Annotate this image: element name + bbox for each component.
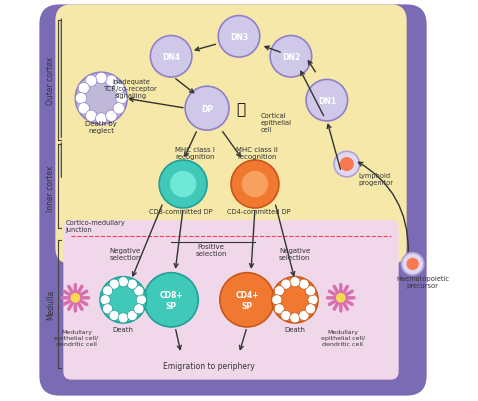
Circle shape	[340, 158, 354, 172]
Circle shape	[308, 295, 318, 305]
Text: Emigration to periphery: Emigration to periphery	[163, 361, 255, 370]
Circle shape	[335, 292, 347, 304]
Circle shape	[151, 36, 192, 78]
Circle shape	[134, 304, 144, 314]
Circle shape	[109, 279, 120, 290]
Text: Cortical
epithelial
cell: Cortical epithelial cell	[261, 113, 292, 133]
Text: Inadequate
TCR/co-receptor
signalling: Inadequate TCR/co-receptor signalling	[104, 79, 158, 99]
Circle shape	[106, 111, 117, 122]
Circle shape	[113, 103, 124, 115]
Circle shape	[185, 87, 229, 131]
Circle shape	[281, 311, 291, 321]
Text: Lymphoid
progenitor: Lymphoid progenitor	[359, 172, 394, 185]
FancyBboxPatch shape	[55, 5, 407, 264]
Circle shape	[170, 172, 196, 198]
Circle shape	[86, 111, 97, 122]
Text: DP: DP	[201, 104, 213, 113]
Circle shape	[109, 311, 120, 321]
Circle shape	[270, 36, 312, 78]
Circle shape	[78, 83, 89, 95]
Circle shape	[272, 277, 318, 323]
Circle shape	[290, 313, 300, 323]
Circle shape	[299, 311, 309, 321]
Circle shape	[305, 286, 315, 296]
Circle shape	[334, 152, 359, 177]
Circle shape	[100, 277, 146, 323]
FancyBboxPatch shape	[39, 5, 427, 396]
Circle shape	[290, 277, 300, 287]
Text: DN2: DN2	[282, 53, 300, 62]
Text: 🔥: 🔥	[237, 101, 246, 116]
Circle shape	[127, 279, 137, 290]
Circle shape	[102, 304, 113, 314]
Circle shape	[305, 304, 315, 314]
Circle shape	[96, 113, 107, 125]
Text: CD8-committed DP: CD8-committed DP	[149, 208, 213, 214]
Circle shape	[76, 73, 127, 125]
Circle shape	[242, 172, 268, 198]
Text: Death: Death	[284, 326, 305, 332]
Circle shape	[159, 161, 207, 209]
Circle shape	[406, 258, 419, 270]
FancyBboxPatch shape	[64, 221, 399, 380]
Circle shape	[76, 93, 87, 105]
Circle shape	[106, 76, 117, 87]
Circle shape	[78, 103, 89, 115]
Circle shape	[134, 286, 144, 296]
Circle shape	[281, 279, 291, 290]
Text: CD4+
SP: CD4+ SP	[235, 290, 259, 310]
Text: Medulla: Medulla	[46, 289, 55, 319]
Text: MHC class II
recognition: MHC class II recognition	[236, 146, 278, 159]
Text: DN4: DN4	[162, 53, 180, 62]
Text: CD4-committed DP: CD4-committed DP	[227, 208, 291, 214]
Text: Inner cortex: Inner cortex	[46, 166, 55, 212]
Text: Death: Death	[113, 326, 134, 332]
Circle shape	[220, 273, 274, 327]
Circle shape	[299, 279, 309, 290]
Circle shape	[86, 76, 97, 87]
Circle shape	[102, 286, 113, 296]
Text: Medullary
epithelial cell/
dendritic cell: Medullary epithelial cell/ dendritic cel…	[321, 330, 365, 346]
Circle shape	[127, 311, 137, 321]
Circle shape	[272, 295, 282, 305]
Circle shape	[136, 295, 146, 305]
Circle shape	[274, 304, 284, 314]
Circle shape	[118, 277, 128, 287]
Circle shape	[116, 93, 127, 105]
Text: Death by
neglect: Death by neglect	[86, 121, 117, 134]
Circle shape	[218, 16, 260, 58]
Circle shape	[100, 295, 110, 305]
Circle shape	[113, 83, 124, 95]
Circle shape	[70, 292, 81, 304]
Text: Negative
selection: Negative selection	[279, 248, 311, 261]
Circle shape	[306, 80, 348, 122]
Circle shape	[231, 161, 279, 209]
Text: Cortico-medullary
junction: Cortico-medullary junction	[65, 219, 125, 232]
Circle shape	[96, 73, 107, 85]
Text: Haematopoietic
precursor: Haematopoietic precursor	[396, 275, 449, 289]
Text: Medullary
epithelial cell/
dendritic cell: Medullary epithelial cell/ dendritic cel…	[54, 330, 98, 346]
Circle shape	[118, 313, 128, 323]
Text: DN1: DN1	[318, 97, 336, 105]
Text: CD8+
SP: CD8+ SP	[159, 290, 183, 310]
Text: Negative
selection: Negative selection	[109, 248, 141, 261]
Text: Outer cortex: Outer cortex	[46, 57, 55, 105]
Text: Positive
selection: Positive selection	[196, 244, 227, 257]
Circle shape	[402, 253, 424, 275]
Circle shape	[144, 273, 198, 327]
Text: MHC class I
recognition: MHC class I recognition	[175, 146, 215, 159]
Text: DN3: DN3	[230, 33, 248, 42]
Circle shape	[274, 286, 284, 296]
